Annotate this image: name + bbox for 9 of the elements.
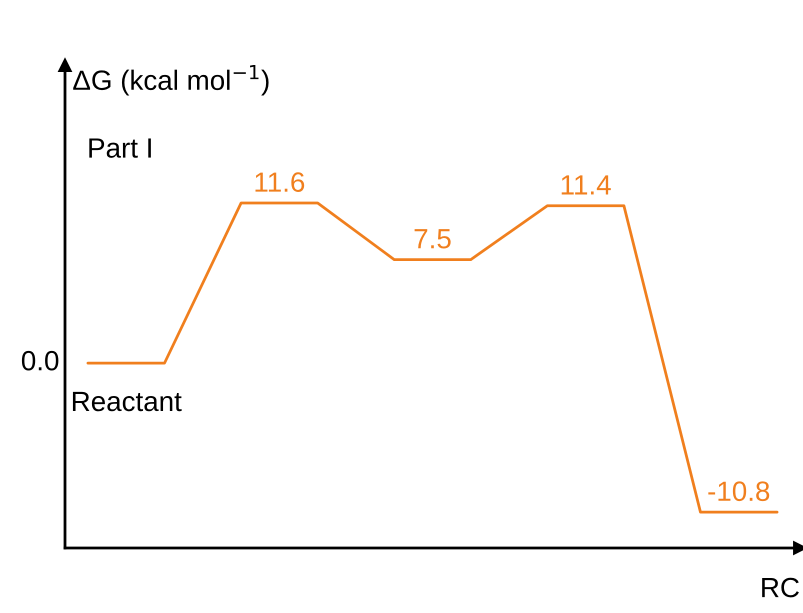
data-label: 0.0 (22, 350, 58, 371)
annotation: Part I (89, 138, 151, 158)
data-label: -10.8 (708, 481, 770, 502)
data-label: 11.6 (255, 172, 304, 192)
x-axis-title: RC (762, 578, 799, 598)
y-axis-title: ΔG (kcal mol$^{−1}$) (73, 65, 269, 96)
data-label: 11.4 (562, 175, 611, 194)
annotation: Reactant (72, 392, 182, 412)
data-label: 7.5 (414, 229, 451, 249)
